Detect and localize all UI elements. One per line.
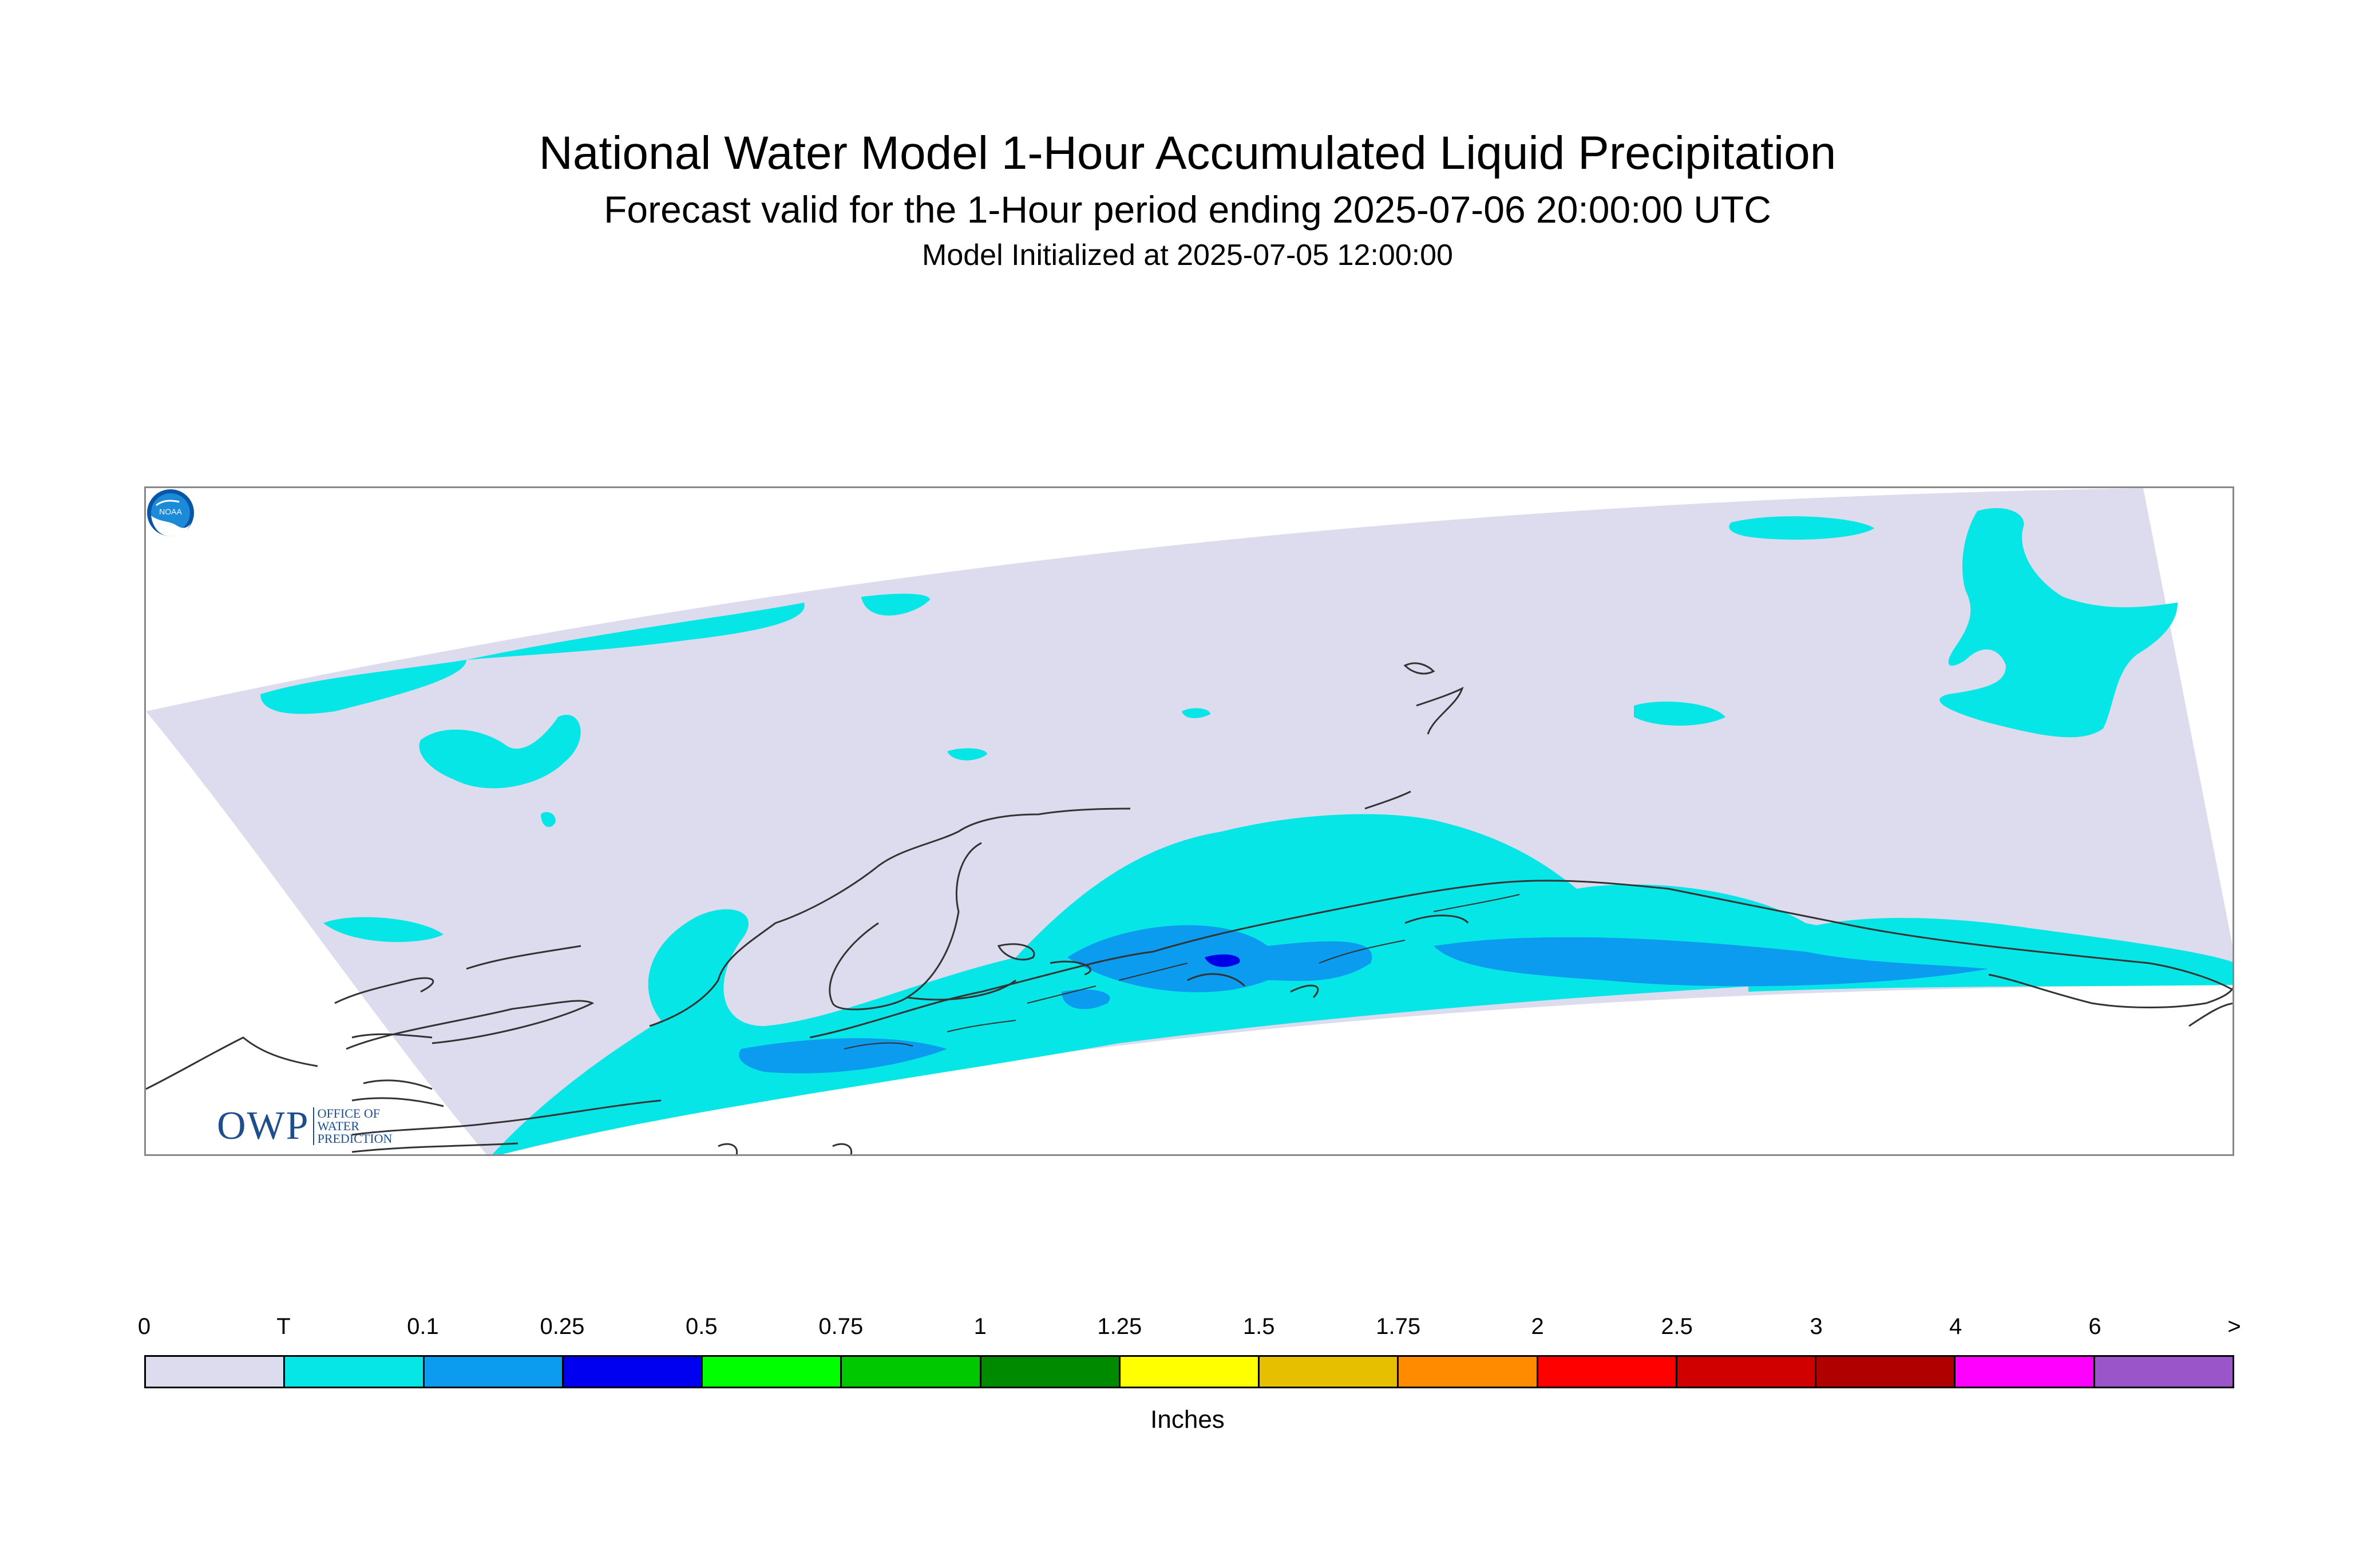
colorbar-tick-label: T — [276, 1314, 291, 1339]
owp-mark: OWP — [217, 1104, 310, 1148]
colorbar-tick-label: 0.5 — [686, 1314, 718, 1339]
colorbar-cell — [2095, 1357, 2232, 1387]
colorbar-units: Inches — [1150, 1405, 1225, 1434]
colorbar-cell — [1399, 1357, 1538, 1387]
colorbar-cell — [563, 1357, 703, 1387]
colorbar-cell — [1538, 1357, 1677, 1387]
colorbar-tick-label: 0.75 — [818, 1314, 864, 1339]
precipitation-map: OWP OFFICE OF WATER PREDICTION NOAA — [144, 486, 2234, 1156]
colorbar-tick-label: 2 — [1531, 1314, 1544, 1339]
colorbar-cell — [1677, 1357, 1817, 1387]
coastlines — [146, 662, 2232, 1154]
colorbar-tick-label: 1 — [973, 1314, 987, 1339]
owp-logo: OWP OFFICE OF WATER PREDICTION — [217, 1104, 392, 1148]
owp-text: OFFICE OF WATER PREDICTION — [312, 1107, 392, 1145]
colorbar-tick-label: > — [2227, 1314, 2241, 1339]
islands — [844, 894, 1520, 1050]
colorbar-cell — [1956, 1357, 2095, 1387]
colorbar-tick-label: 0 — [137, 1314, 151, 1339]
deep-blue-area — [1205, 954, 1240, 967]
colorbar-labels: 0 T 0.1 0.25 0.5 0.75 1 1.25 1.5 1.75 2 2.5 3 4 6 > — [138, 1314, 2241, 1348]
colorbar-tick-label: 1.75 — [1376, 1314, 1421, 1339]
colorbar-cell — [424, 1357, 564, 1387]
colorbar-tick-label: 1.5 — [1242, 1314, 1275, 1339]
colorbar-cell — [285, 1357, 425, 1387]
colorbar-cell — [703, 1357, 842, 1387]
colorbar-tick-label: 6 — [2088, 1314, 2101, 1339]
map-canvas — [146, 488, 2232, 1154]
light-blue-areas — [739, 925, 1989, 1074]
colorbar-cell — [146, 1357, 286, 1387]
colorbar-tick-label: 4 — [1949, 1314, 1962, 1339]
colorbar-tick-label: 2.5 — [1661, 1314, 1693, 1339]
colorbar-cell — [842, 1357, 981, 1387]
model-init-subtitle: Model Initialized at 2025-07-05 12:00:00 — [922, 239, 1453, 272]
forecast-valid-subtitle: Forecast valid for the 1-Hour period end… — [604, 188, 1771, 231]
colorbar-tick-label: 0.1 — [407, 1314, 439, 1339]
model-domain — [146, 488, 2232, 1154]
colorbar-tick-label: 3 — [1810, 1314, 1823, 1339]
colorbar-cell — [981, 1357, 1121, 1387]
colorbar-cell — [1816, 1357, 1956, 1387]
colorbar-cell — [1260, 1357, 1399, 1387]
svg-text:NOAA: NOAA — [159, 507, 182, 516]
noaa-logo-icon: NOAA — [147, 489, 194, 536]
trace-areas — [260, 508, 2232, 1154]
colorbar — [144, 1355, 2234, 1388]
map-title: National Water Model 1-Hour Accumulated … — [539, 127, 1836, 179]
colorbar-cell — [1120, 1357, 1260, 1387]
colorbar-tick-label: 1.25 — [1097, 1314, 1142, 1339]
colorbar-tick-label: 0.25 — [540, 1314, 585, 1339]
